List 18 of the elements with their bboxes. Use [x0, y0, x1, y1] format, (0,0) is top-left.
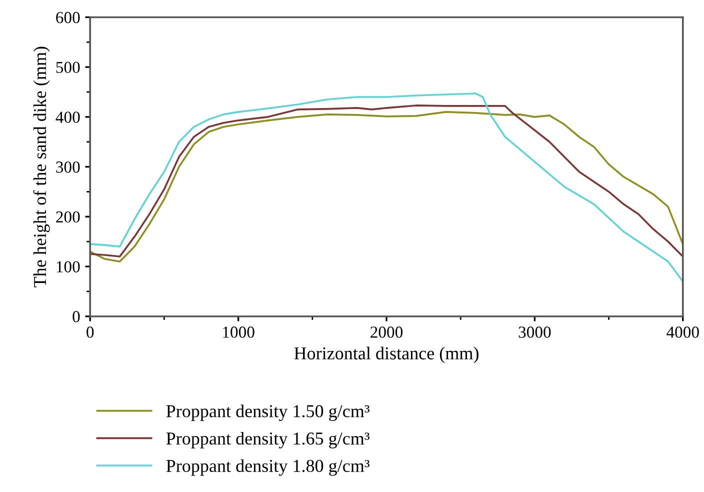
- legend-label: Proppant density 1.65 g/cm³: [166, 432, 370, 448]
- y-tick-label: 300: [56, 161, 80, 173]
- x-tick-label: 3000: [518, 326, 551, 338]
- legend-label: Proppant density 1.50 g/cm³: [166, 404, 370, 422]
- line-series: [90, 92, 683, 282]
- x-tick-label: 2000: [370, 326, 403, 338]
- y-axis-title: The height of the sand dike (mm): [33, 46, 50, 288]
- y-tick-label: 200: [56, 211, 80, 223]
- x-tick-label: 4000: [666, 326, 699, 338]
- y-tick-label: 0: [72, 311, 80, 322]
- y-tick-label: 500: [56, 62, 80, 74]
- x-tick-label: 1000: [223, 326, 254, 338]
- legend-label: Proppant density 1.80 g/cm³: [166, 459, 370, 476]
- y-tick-label: 400: [56, 112, 80, 123]
- y-tick-label: 600: [56, 12, 80, 24]
- x-axis-title: Horizontal distance (mm): [294, 346, 478, 364]
- y-tick-label: 100: [56, 261, 80, 272]
- x-tick-label: 0: [86, 326, 94, 338]
